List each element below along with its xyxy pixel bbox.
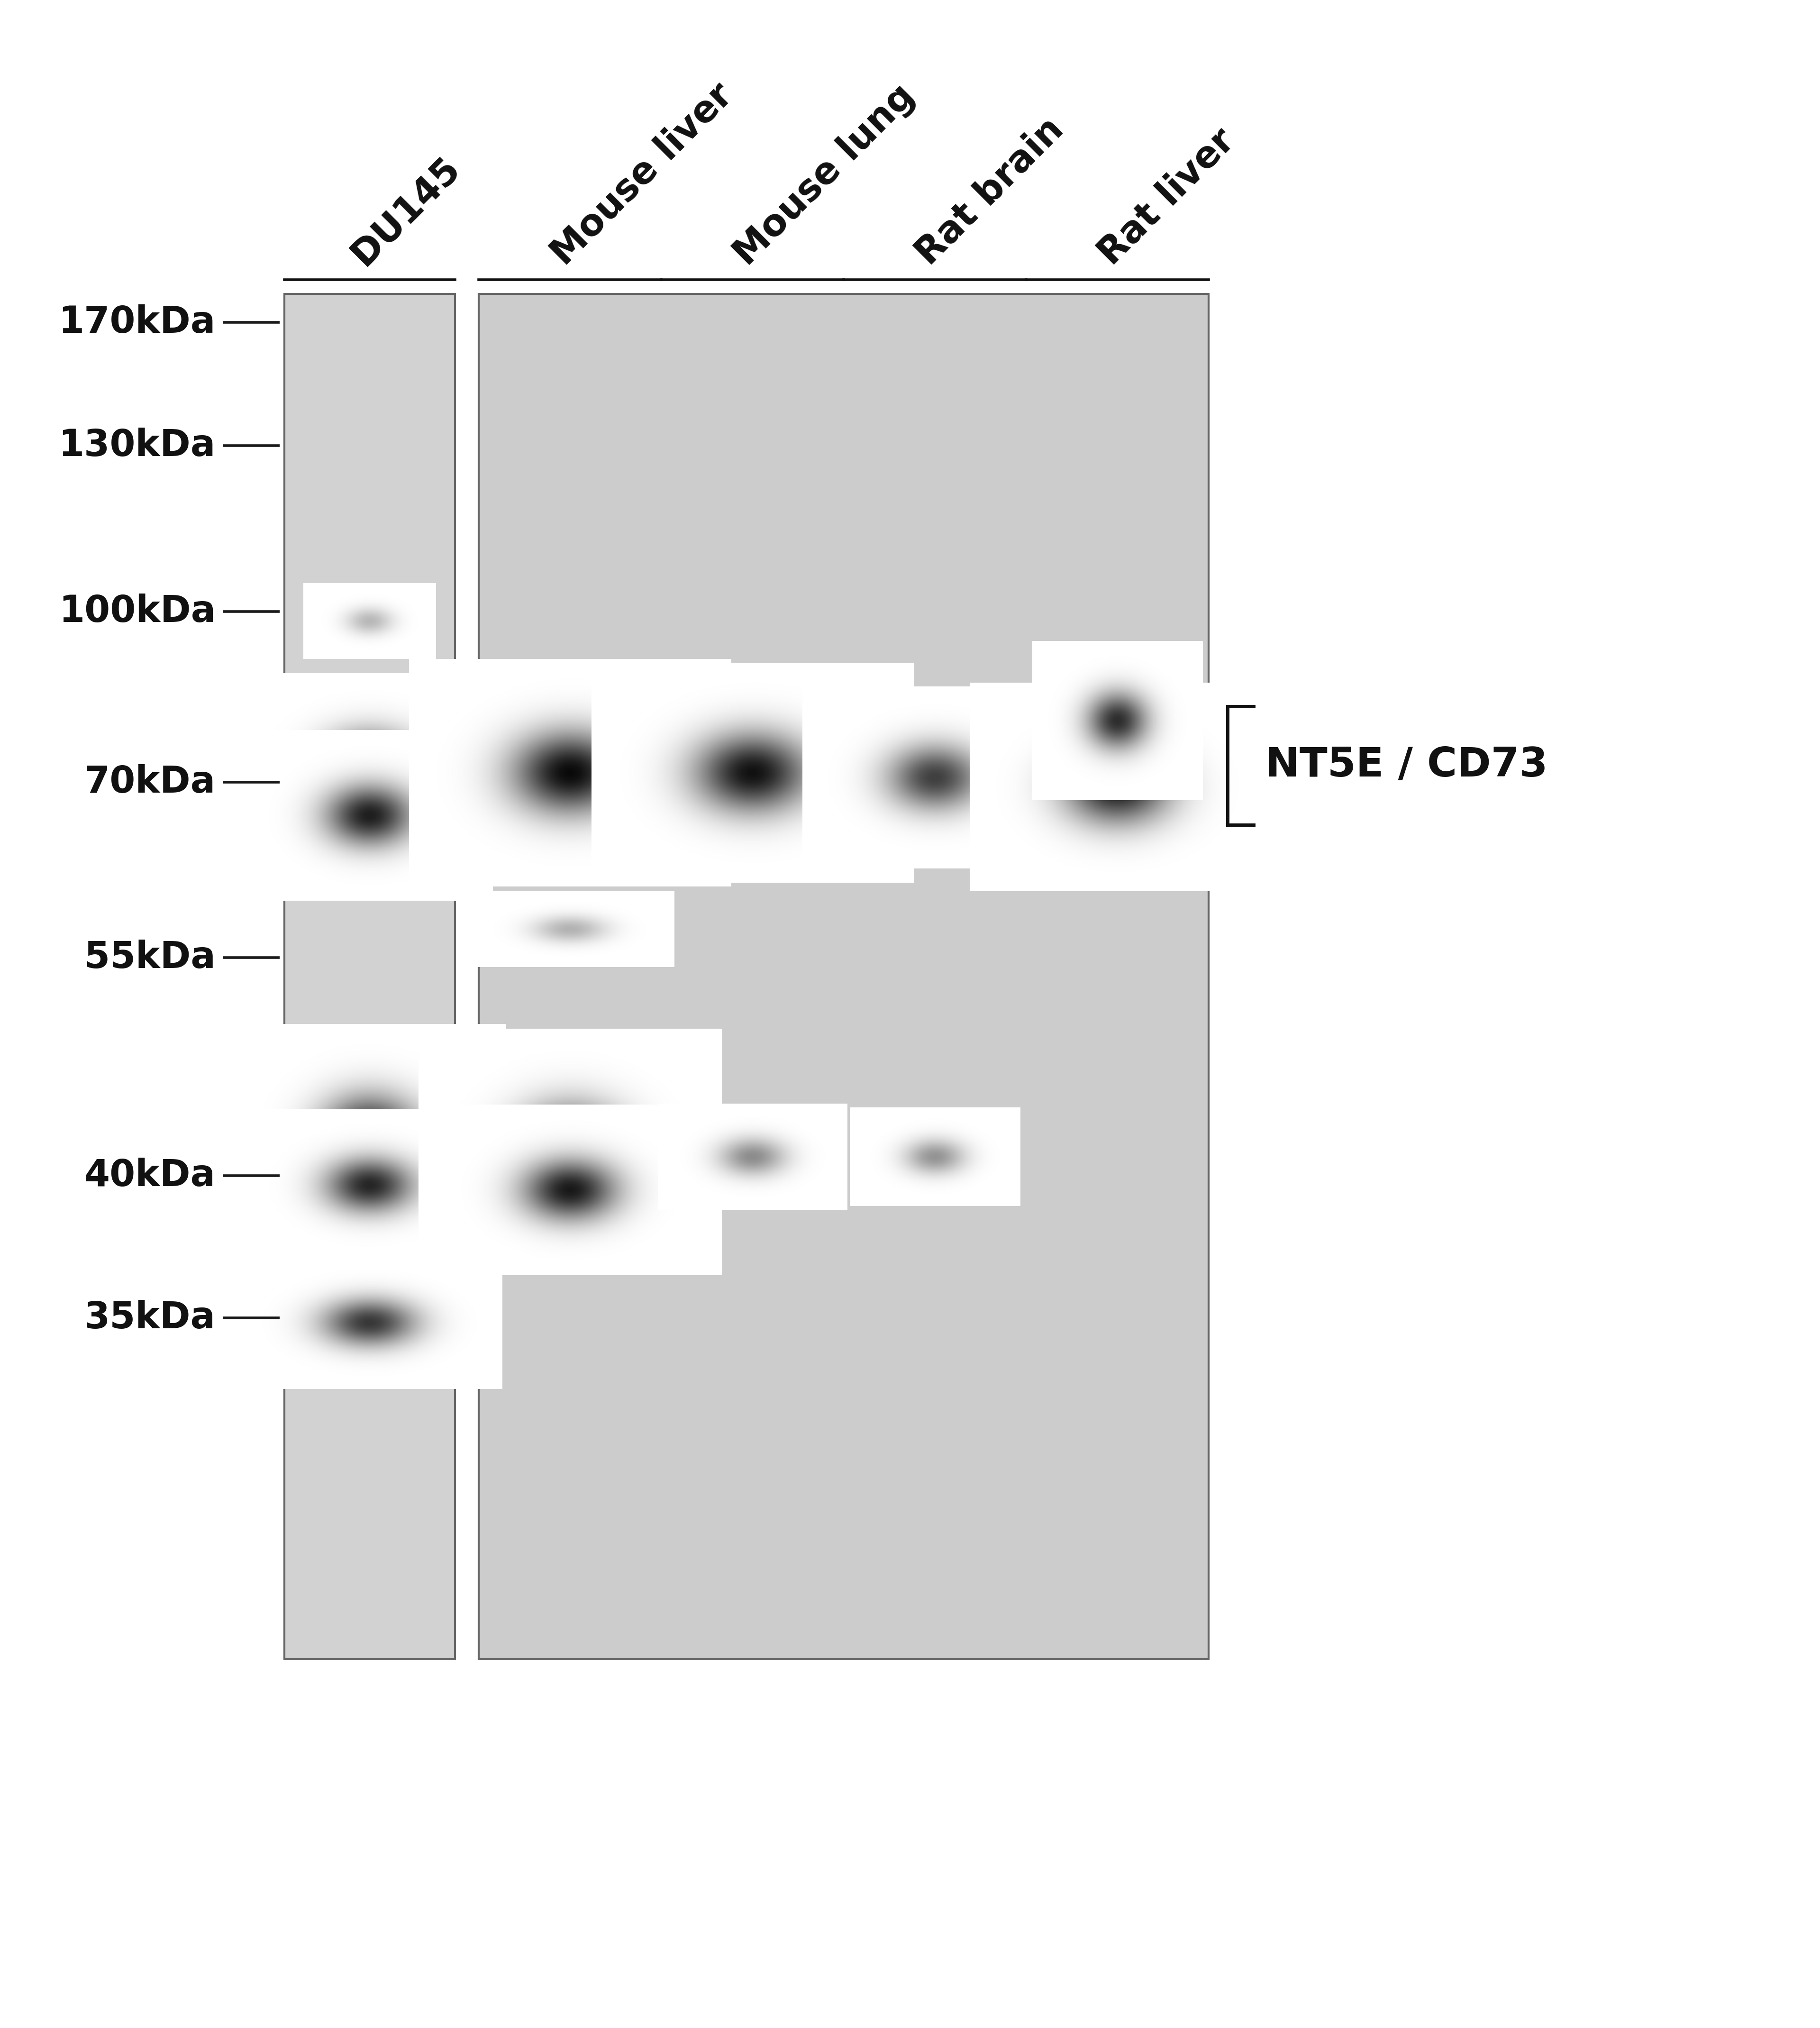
- Text: Rat liver: Rat liver: [1092, 122, 1241, 272]
- Text: DU145: DU145: [344, 150, 468, 272]
- Text: 170kDa: 170kDa: [58, 304, 215, 341]
- Text: NT5E / CD73: NT5E / CD73: [1265, 746, 1547, 785]
- Bar: [284, 294, 455, 1659]
- Text: 55kDa: 55kDa: [84, 939, 215, 975]
- Text: Rat brain: Rat brain: [910, 112, 1070, 272]
- Text: 100kDa: 100kDa: [58, 594, 215, 629]
- Text: Mouse liver: Mouse liver: [544, 77, 741, 272]
- Text: 130kDa: 130kDa: [58, 428, 215, 464]
- Text: 40kDa: 40kDa: [84, 1158, 215, 1194]
- Text: Mouse lung: Mouse lung: [726, 77, 921, 272]
- Text: 70kDa: 70kDa: [84, 765, 215, 801]
- Text: 35kDa: 35kDa: [84, 1300, 215, 1336]
- Bar: [479, 294, 1208, 1659]
